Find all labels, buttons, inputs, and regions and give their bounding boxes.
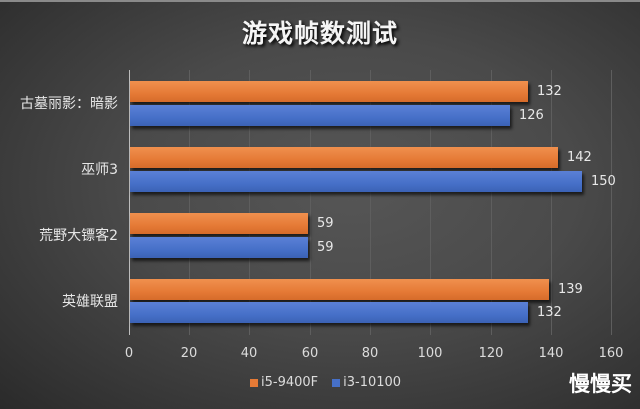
x-tick-label: 80 bbox=[361, 346, 379, 361]
value-label: 132 bbox=[537, 84, 562, 99]
category-label: 英雄联盟 bbox=[62, 294, 118, 310]
bar-i3-10100 bbox=[130, 171, 582, 192]
value-label: 139 bbox=[558, 282, 583, 297]
bar-i5-9400f bbox=[130, 81, 528, 102]
value-label: 150 bbox=[591, 174, 616, 189]
category-label: 古墓丽影：暗影 bbox=[20, 96, 118, 112]
value-label: 132 bbox=[537, 305, 562, 320]
x-tick-label: 20 bbox=[180, 346, 198, 361]
value-label: 142 bbox=[567, 150, 592, 165]
gridline bbox=[249, 70, 250, 335]
category-label: 巫师3 bbox=[81, 162, 118, 178]
x-tick-label: 40 bbox=[240, 346, 258, 361]
x-tick-label: 100 bbox=[417, 346, 443, 361]
plot-area: 132 126 142 150 59 59 139 132 bbox=[129, 70, 616, 335]
y-axis-line bbox=[129, 70, 130, 335]
gridline bbox=[491, 70, 492, 335]
blue-swatch-icon bbox=[332, 378, 341, 387]
x-tick-label: 140 bbox=[538, 346, 564, 361]
value-label: 126 bbox=[519, 108, 544, 123]
bar-i5-9400f bbox=[130, 147, 558, 168]
x-tick-label: 0 bbox=[124, 346, 134, 361]
bar-i3-10100 bbox=[130, 302, 528, 323]
legend-label: i3-10100 bbox=[343, 375, 402, 390]
gridline bbox=[310, 70, 311, 335]
value-label: 59 bbox=[317, 240, 334, 255]
x-tick-label: 120 bbox=[478, 346, 504, 361]
legend: i5-9400F i3-10100 bbox=[250, 375, 415, 390]
gridline bbox=[370, 70, 371, 335]
gridline bbox=[611, 70, 612, 335]
x-tick-label: 160 bbox=[598, 346, 624, 361]
orange-swatch-icon bbox=[250, 378, 258, 387]
bar-i3-10100 bbox=[130, 237, 308, 258]
gridline bbox=[551, 70, 552, 335]
bar-i5-9400f bbox=[130, 279, 549, 300]
watermark: 慢慢买 bbox=[569, 372, 632, 396]
legend-item-i3-10100: i3-10100 bbox=[332, 375, 401, 390]
x-tick-label: 60 bbox=[301, 346, 319, 361]
bar-i3-10100 bbox=[130, 105, 510, 126]
value-label: 59 bbox=[317, 216, 334, 231]
category-label: 荒野大镖客2 bbox=[39, 228, 118, 244]
gridline bbox=[430, 70, 431, 335]
bar-i5-9400f bbox=[130, 213, 308, 234]
legend-label: i5-9400F bbox=[261, 375, 319, 390]
legend-item-i5-9400f: i5-9400F bbox=[250, 375, 318, 390]
gridline bbox=[189, 70, 190, 335]
chart-title: 游戏帧数测试 bbox=[241, 19, 398, 48]
top-border bbox=[0, 0, 640, 2]
